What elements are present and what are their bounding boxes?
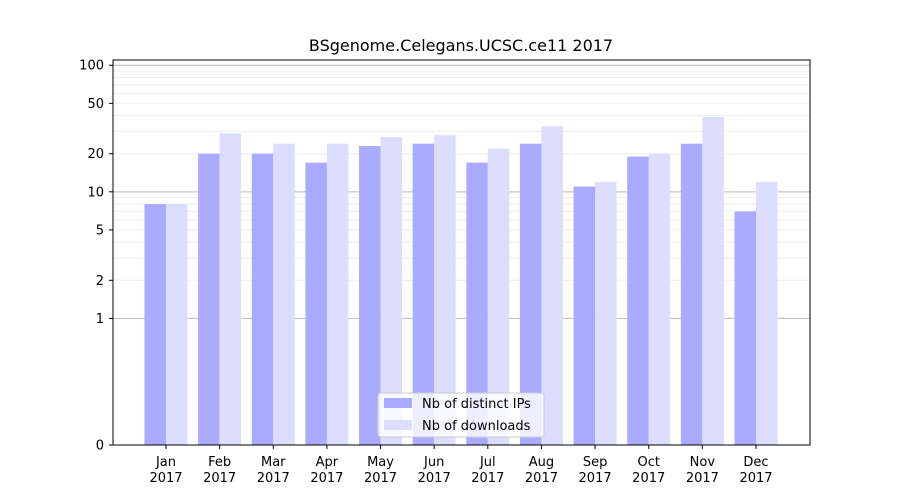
bar-distinct-ips [251,153,274,446]
bars [144,117,778,446]
y-tick-label: 10 [87,185,104,200]
bar-downloads [541,126,563,446]
x-tick-label: Dec [743,455,768,470]
legend-swatch-distinct-ips [384,398,412,408]
x-tick-label: Nov [690,455,716,470]
x-tick-label: 2017 [471,471,504,486]
legend-label-distinct-ips: Nb of distinct IPs [422,397,531,412]
x-tick-label: Jan [155,455,176,470]
bar-downloads [326,143,349,445]
x-tick-label: 2017 [364,471,397,486]
bar-distinct-ips [734,211,756,445]
bar-distinct-ips [627,156,649,446]
legend: Nb of distinct IPs Nb of downloads [377,392,545,438]
bar-distinct-ips [412,143,435,445]
bar-distinct-ips [359,146,381,445]
bar-downloads [380,137,403,446]
bar-distinct-ips [198,153,220,446]
y-tick-label: 0 [96,439,104,454]
x-tick-label: 2017 [257,471,290,486]
x-tick-label: 2017 [203,471,236,486]
x-tick-label: 2017 [525,471,558,486]
bar-downloads [702,117,724,446]
legend-swatch-downloads [384,420,412,430]
bar-distinct-ips [519,143,542,445]
chart-title: BSgenome.Celegans.UCSC.ce11 2017 [309,36,613,55]
bar-downloads [434,135,456,445]
x-tick-label: 2017 [149,471,182,486]
y-tick-label: 50 [87,97,104,112]
x-tick-label: Apr [316,455,339,470]
x-tick-label: 2017 [632,471,665,486]
y-tick-label: 5 [96,223,104,238]
bar-downloads [219,133,242,445]
y-tick-label: 2 [96,274,104,289]
x-tick-label: Mar [261,455,286,470]
x-tick-label: Oct [637,455,659,470]
x-tick-label: 2017 [579,471,612,486]
x-tick-label: Jul [479,455,496,470]
bar-downloads [166,204,188,445]
y-tick-label: 20 [87,147,104,162]
bar-downloads [273,143,295,445]
x-tick-label: Jun [423,455,444,470]
y-tick-label: 1 [96,312,104,327]
x-tick-label: 2017 [418,471,451,486]
bar-downloads [595,181,617,445]
x-tick-label: Feb [208,455,231,470]
bar-downloads [487,148,510,445]
x-tick-label: May [367,455,394,470]
bar-distinct-ips [466,162,488,445]
plot-frame [112,59,811,446]
y-axis: 0 1 2 5 10 20 50 100 [79,59,113,454]
y-tick-label: 100 [79,59,104,74]
bar-downloads [648,153,671,446]
bar-distinct-ips [144,204,166,445]
x-tick-label: Aug [529,455,554,470]
x-tick-label: 2017 [686,471,719,486]
x-tick-label: 2017 [739,471,772,486]
x-tick-label: 2017 [310,471,343,486]
bar-distinct-ips [305,162,327,445]
x-axis: Jan2017Feb2017Mar2017Apr2017May2017Jun20… [149,445,773,486]
bar-downloads [756,181,778,445]
legend-box [377,392,545,438]
bar-distinct-ips [573,186,596,446]
bar-distinct-ips [680,143,703,445]
x-tick-label: Sep [583,455,608,470]
legend-label-downloads: Nb of downloads [422,419,531,434]
